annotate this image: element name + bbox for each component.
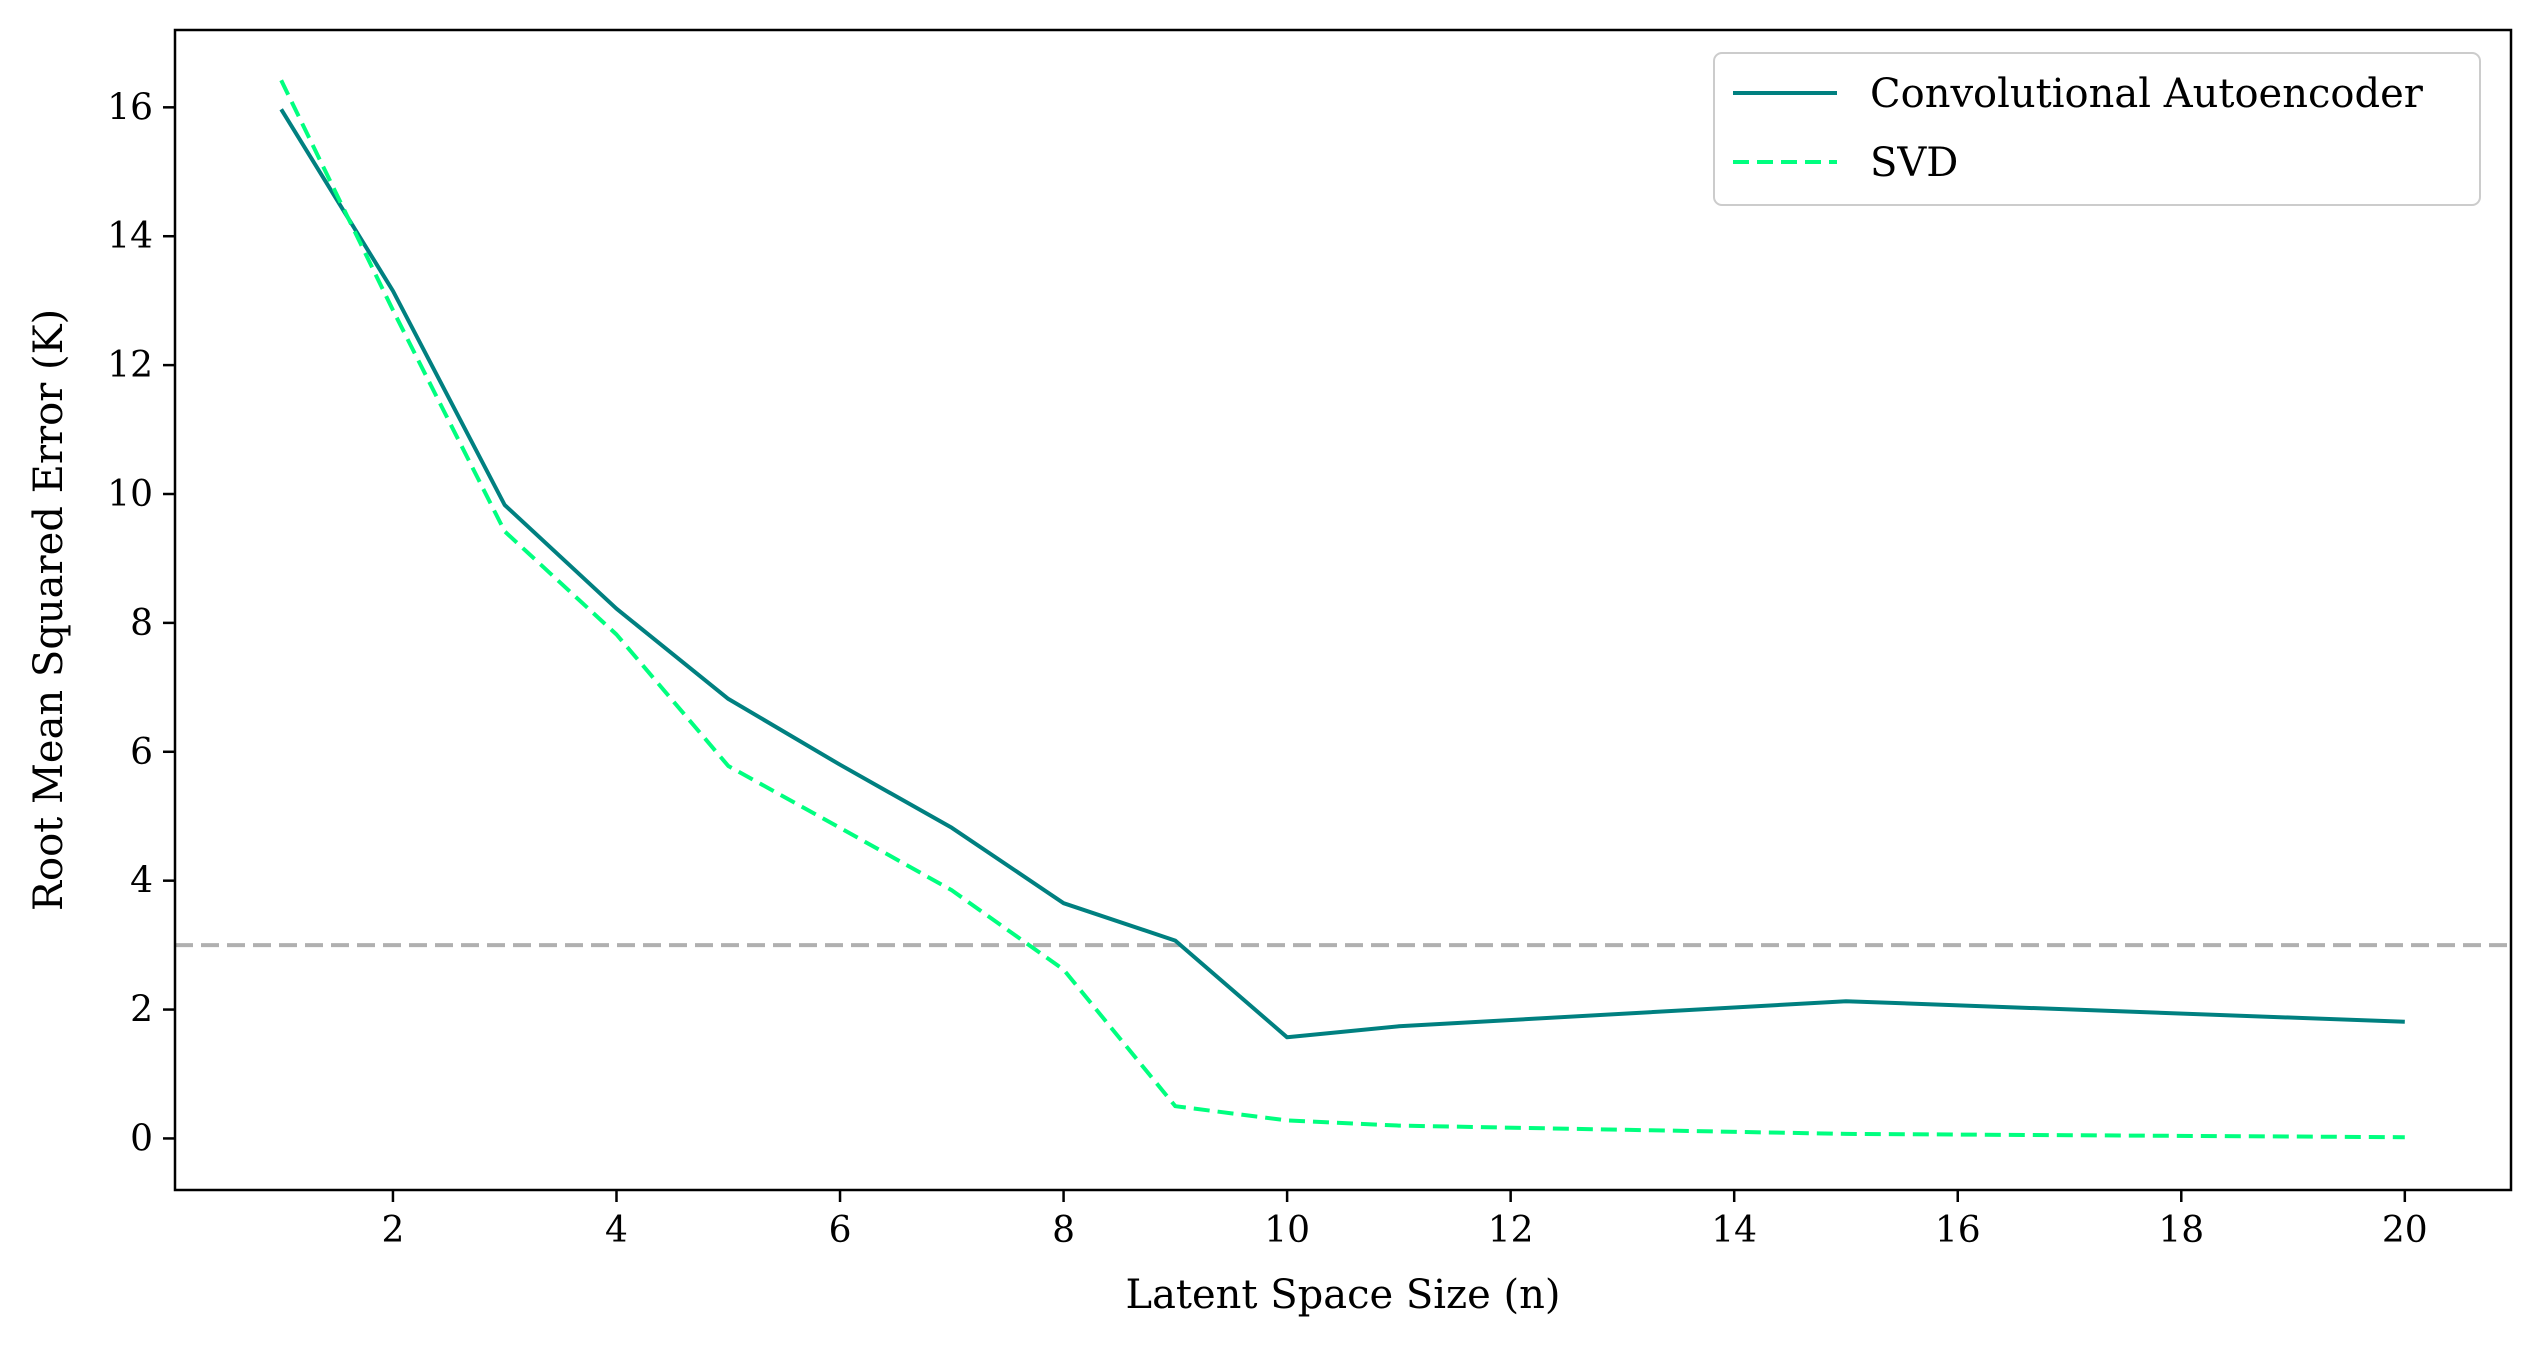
y-tick-label: 4: [130, 861, 153, 902]
series-line-svd: [279, 79, 2405, 1140]
y-tick-label: 12: [107, 345, 153, 386]
y-tick-label: 8: [130, 603, 153, 644]
plot-frame: [173, 28, 2513, 1192]
x-tick-label: 2: [381, 1210, 404, 1251]
series-line-autoencoder: [279, 108, 2405, 1040]
y-tick-label: 2: [130, 990, 153, 1031]
legend-label-svd: SVD: [1870, 140, 1958, 186]
y-tick-label: 0: [130, 1118, 153, 1159]
x-tick-label: 4: [605, 1210, 628, 1251]
series-group: [279, 79, 2405, 1140]
x-axis-ticks: 2 4 6 8 10 12 14 16 18 20: [381, 1190, 2428, 1251]
x-tick-label: 20: [2382, 1210, 2428, 1251]
x-tick-label: 8: [1052, 1210, 1075, 1251]
plot-background: [175, 30, 2511, 1190]
y-axis-ticks: 0 2 4 6 8 10 12 14 16: [107, 87, 175, 1159]
x-tick-label: 6: [829, 1210, 852, 1251]
y-tick-label: 16: [107, 87, 153, 128]
y-axis-label: Root Mean Squared Error (K): [26, 309, 72, 911]
legend-box: [1713, 52, 2481, 206]
legend-label-autoencoder: Convolutional Autoencoder: [1870, 71, 2424, 117]
y-tick-label: 10: [107, 474, 153, 515]
x-tick-label: 10: [1264, 1210, 1310, 1251]
y-tick-label: 6: [130, 732, 153, 773]
legend: Convolutional Autoencoder SVD: [1713, 52, 2481, 206]
x-tick-label: 12: [1488, 1210, 1534, 1251]
x-tick-label: 18: [2158, 1210, 2204, 1251]
x-tick-label: 14: [1711, 1210, 1757, 1251]
x-tick-label: 16: [1935, 1210, 1981, 1251]
y-tick-label: 14: [107, 216, 153, 257]
x-axis-label: Latent Space Size (n): [1126, 1272, 1561, 1318]
